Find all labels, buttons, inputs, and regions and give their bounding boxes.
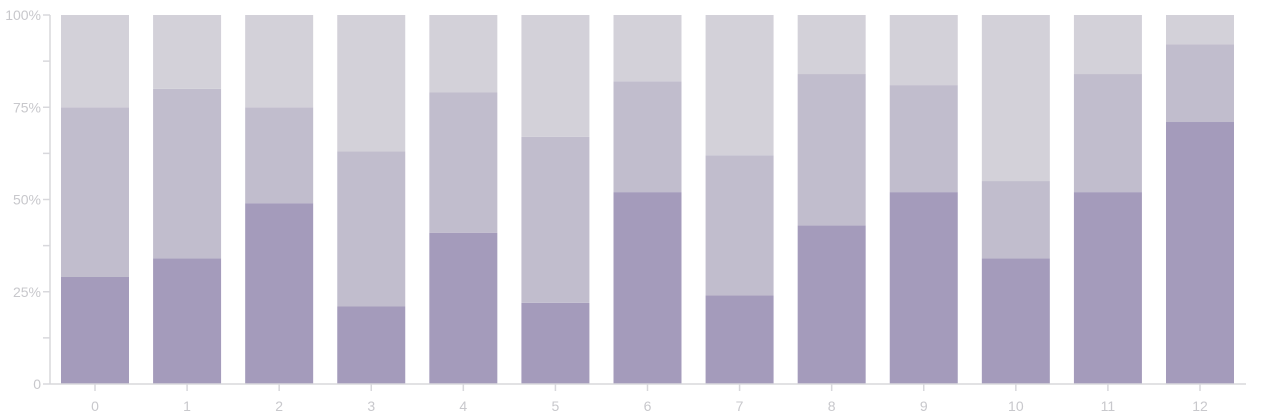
x-tick-label: 9 bbox=[920, 398, 928, 414]
bar-segment-4-series-2 bbox=[429, 15, 498, 93]
bar-segment-8-series-2 bbox=[797, 15, 866, 75]
bar-segment-3-series-2 bbox=[337, 15, 406, 152]
bar-segment-4-series-1 bbox=[429, 92, 498, 233]
bar-segment-7-series-1 bbox=[705, 155, 774, 296]
bar-segment-8-series-0 bbox=[797, 225, 866, 384]
bar-segment-9-series-2 bbox=[889, 15, 958, 86]
y-tick-label: 100% bbox=[5, 7, 41, 23]
bar-segment-12-series-0 bbox=[1166, 122, 1234, 384]
bar-segment-1-series-0 bbox=[153, 258, 222, 384]
bar-segment-10-series-0 bbox=[981, 258, 1050, 384]
x-tick-label: 5 bbox=[552, 398, 560, 414]
bar-segment-9-series-0 bbox=[889, 192, 958, 384]
bar-segment-2-series-1 bbox=[245, 107, 314, 204]
bar-segment-3-series-1 bbox=[337, 151, 406, 307]
bar-segment-12-series-2 bbox=[1166, 15, 1234, 45]
bars-layer bbox=[61, 15, 1234, 384]
bar-segment-5-series-2 bbox=[521, 15, 590, 137]
bar-segment-6-series-2 bbox=[613, 15, 682, 82]
x-tick-label: 10 bbox=[1008, 398, 1024, 414]
bar-segment-4-series-0 bbox=[429, 232, 498, 384]
bar-segment-5-series-1 bbox=[521, 136, 590, 303]
bar-segment-3-series-0 bbox=[337, 306, 406, 384]
bar-segment-1-series-2 bbox=[153, 15, 222, 89]
x-tick-label: 7 bbox=[736, 398, 744, 414]
x-tick-label: 11 bbox=[1101, 398, 1116, 414]
bar-segment-6-series-1 bbox=[613, 81, 682, 193]
bar-segment-9-series-1 bbox=[889, 85, 958, 193]
bar-segment-0-series-0 bbox=[61, 276, 129, 384]
bar-segment-8-series-1 bbox=[797, 74, 866, 226]
y-tick-label: 75% bbox=[13, 99, 41, 115]
bar-segment-10-series-1 bbox=[981, 181, 1050, 259]
x-axis-ticks: 0 1 2 3 4 5 6 7 8 9 10 11 12 bbox=[91, 384, 1208, 414]
y-tick-label: 0 bbox=[33, 376, 41, 392]
bar-segment-7-series-2 bbox=[705, 15, 774, 156]
y-tick-label: 50% bbox=[13, 192, 41, 208]
x-tick-label: 0 bbox=[91, 398, 99, 414]
bar-segment-7-series-0 bbox=[705, 295, 774, 384]
bar-segment-6-series-0 bbox=[613, 192, 682, 384]
bar-segment-2-series-2 bbox=[245, 15, 314, 108]
bar-segment-5-series-0 bbox=[521, 302, 590, 384]
x-tick-label: 8 bbox=[828, 398, 836, 414]
x-tick-label: 12 bbox=[1192, 398, 1208, 414]
x-tick-label: 4 bbox=[459, 398, 467, 414]
x-tick-label: 3 bbox=[367, 398, 375, 414]
bar-segment-11-series-0 bbox=[1073, 192, 1142, 384]
bar-segment-12-series-1 bbox=[1166, 44, 1234, 123]
x-tick-label: 1 bbox=[183, 398, 191, 414]
y-tick-label: 25% bbox=[13, 284, 41, 300]
x-tick-label: 2 bbox=[275, 398, 283, 414]
bar-segment-0-series-1 bbox=[61, 107, 129, 277]
bar-segment-11-series-2 bbox=[1073, 15, 1142, 75]
bar-segment-10-series-2 bbox=[981, 15, 1050, 182]
y-axis-ticks: 0 25% 50% 75% 100% bbox=[5, 7, 50, 392]
bar-segment-11-series-1 bbox=[1073, 74, 1142, 193]
x-tick-label: 6 bbox=[644, 398, 652, 414]
bar-segment-2-series-0 bbox=[245, 203, 314, 384]
bar-segment-1-series-1 bbox=[153, 88, 222, 259]
bar-segment-0-series-2 bbox=[61, 15, 129, 108]
